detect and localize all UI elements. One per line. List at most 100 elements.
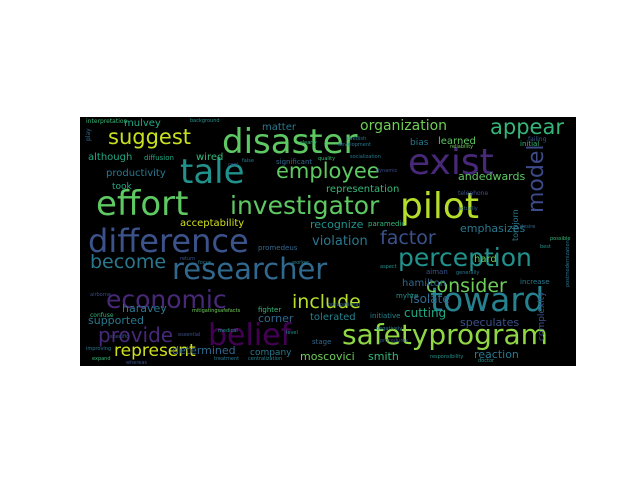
word-significant: significant — [276, 158, 313, 166]
word-model: model — [524, 144, 549, 213]
word-whereas: whereas — [126, 360, 148, 366]
word-factor: factor — [380, 227, 436, 249]
word-actually: actually — [458, 206, 478, 212]
word-wired: wired — [196, 152, 224, 163]
word-airborne: airborne — [90, 292, 111, 298]
word-swedish: swedish — [346, 136, 367, 142]
word-clearly: clearly — [300, 140, 317, 146]
word-failing: failing — [528, 136, 547, 143]
word-false: false — [242, 158, 254, 164]
word-cost: cost — [228, 162, 239, 168]
word-confuse: confuse — [90, 312, 114, 319]
word-level: level — [286, 330, 298, 336]
word-specific: specific — [110, 334, 129, 340]
word-play: play — [85, 128, 92, 141]
word-acceptability: acceptability — [180, 218, 245, 229]
word-possible: possible — [550, 236, 571, 242]
word-toward: toward — [430, 280, 545, 319]
word-include: include — [292, 291, 361, 313]
word-reliability: reliability — [450, 144, 474, 150]
word-fighter: fighter — [258, 306, 282, 314]
word-investigator: investigator — [230, 191, 380, 220]
word-myhre: myhre — [396, 292, 419, 300]
word-safetyprogram: safetyprogram — [342, 318, 548, 351]
word-researcher: researcher — [172, 252, 328, 286]
word-economic: economic — [106, 285, 227, 314]
word-desire: desire — [520, 224, 536, 230]
word-corner: corner — [258, 312, 294, 325]
word-bias: bias — [410, 138, 429, 148]
word-reaction: reaction — [474, 348, 519, 361]
word-expand: expand — [92, 356, 111, 362]
word-occupational: occupational — [328, 302, 360, 308]
word-difference: difference — [88, 222, 249, 260]
word-torbjorn: torbjorn — [511, 209, 520, 241]
word-productivity: productivity — [106, 168, 166, 179]
word-medical: medical — [218, 328, 238, 334]
word-doctor: doctor — [478, 358, 495, 364]
word-stage: stage — [312, 338, 332, 346]
word-best: best — [540, 244, 551, 250]
word-postmodernization: postmodernization — [565, 240, 571, 287]
word-focus: focus — [198, 260, 212, 266]
word-treatment: treatment — [214, 356, 240, 362]
word-andedwards: andedwards — [458, 170, 526, 183]
word-effort: effort — [96, 184, 189, 224]
word-generally: generally — [456, 270, 480, 276]
word-recognize: recognize — [310, 218, 364, 231]
word-organization: organization — [360, 118, 448, 134]
word-representation: representation — [326, 184, 400, 195]
word-consider: consider — [426, 275, 507, 297]
word-complexity: complexity — [537, 291, 547, 342]
word-initial: initial — [520, 140, 540, 148]
word-pilot: pilot — [400, 186, 479, 227]
word-dynamic: dynamic — [376, 168, 398, 174]
word-violation: violation — [312, 234, 368, 249]
word-perception: perception — [398, 243, 532, 272]
word-tolerated: tolerated — [310, 312, 356, 323]
word-disaster: disaster — [222, 122, 358, 162]
word-learned: learned — [438, 136, 476, 147]
word-essential: essential — [178, 332, 201, 338]
word-aspect: aspect — [380, 264, 397, 270]
word-promedeus: promedeus — [258, 244, 298, 252]
word-cutting: cutting — [404, 306, 447, 320]
word-cloud: difference disaster tale exist effort pi… — [80, 117, 576, 366]
word-mulvey: mulvey — [124, 118, 161, 129]
word-haravey: haravey — [122, 302, 167, 315]
word-telephone: telephone — [458, 190, 489, 197]
word-initiative: initiative — [370, 312, 401, 320]
word-supported: supported — [88, 314, 144, 327]
word-determined: determined — [172, 344, 236, 357]
word-return: return — [180, 256, 196, 262]
word-hamilton: hamilton — [402, 278, 447, 289]
word-quality: quality — [318, 156, 336, 162]
word-speculates: speculates — [460, 316, 520, 329]
word-socialization: socialization — [350, 154, 381, 160]
word-suggest: suggest — [108, 125, 192, 149]
word-negatively: negatively — [376, 326, 403, 332]
word-matter: matter — [262, 122, 296, 133]
word-represent: represent — [114, 341, 196, 361]
word-improving: improving — [86, 346, 112, 352]
word-emphasizes: emphasizes — [460, 222, 526, 235]
word-development: development — [338, 142, 371, 148]
word-background: background — [190, 118, 220, 124]
word-paramedic: paramedic — [368, 220, 406, 228]
word-aiman: aiman — [426, 268, 448, 276]
word-employee: employee — [276, 159, 380, 183]
word-tale: tale — [180, 152, 245, 192]
word-provide: provide — [98, 323, 174, 347]
word-isolate: isolate — [410, 292, 450, 306]
word-moscovici: moscovici — [300, 350, 355, 363]
word-increase: increase — [520, 278, 550, 286]
word-responsibility: responsibility — [430, 354, 464, 360]
word-centralization: centralization — [248, 356, 283, 362]
word-took: took — [112, 182, 132, 192]
word-company: company — [250, 348, 292, 358]
word-appear: appear — [490, 117, 564, 139]
word-mitigatingsafefacts: mitigatingsafefacts — [192, 308, 241, 314]
word-smith: smith — [368, 350, 399, 363]
word-interpretation: interpretation — [86, 118, 128, 125]
